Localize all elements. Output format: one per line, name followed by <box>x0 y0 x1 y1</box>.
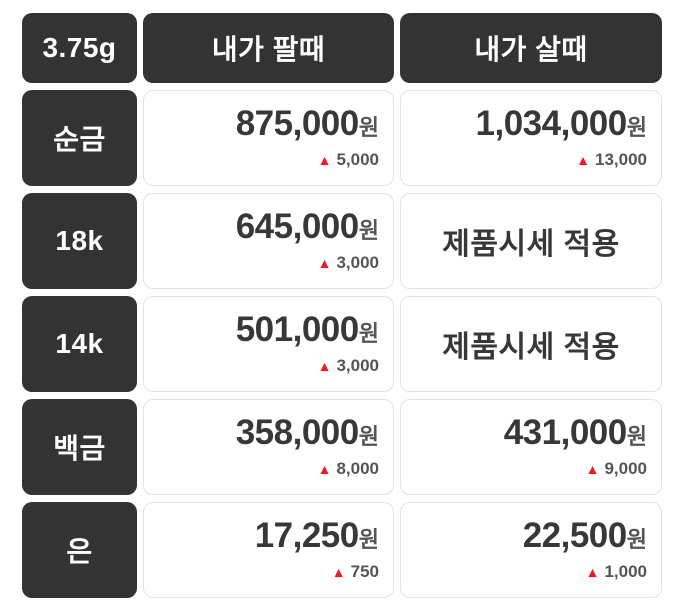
sell-price-cell-pure-gold: 875,000원 ▲ 5,000 <box>143 90 394 186</box>
sell-price-cell-18k: 645,000원 ▲ 3,000 <box>143 193 394 289</box>
price-value: 501,000 <box>235 310 360 350</box>
row-label-text: 백금 <box>53 433 106 464</box>
change-line: ▲ 9,000 <box>586 459 647 479</box>
change-line: ▲ 3,000 <box>318 253 379 273</box>
price-value: 22,500 <box>522 516 628 556</box>
price-line: 501,000원 <box>235 310 379 350</box>
price-line: 358,000원 <box>235 413 379 453</box>
buy-price-cell-pure-gold: 1,034,000원 ▲ 13,000 <box>400 90 662 186</box>
sell-price-cell-14k: 501,000원 ▲ 3,000 <box>143 296 394 392</box>
row-label-text: 은 <box>66 536 93 567</box>
sell-price-cell-silver: 17,250원 ▲ 750 <box>143 502 394 598</box>
change-value: 1,000 <box>604 561 647 581</box>
column-header-buy-label: 내가 살때 <box>474 34 588 65</box>
up-triangle-icon: ▲ <box>317 460 332 477</box>
unit-label: 3.75g <box>42 32 117 63</box>
currency-suffix: 원 <box>358 424 379 450</box>
change-value: 750 <box>350 561 379 581</box>
up-triangle-icon: ▲ <box>585 460 600 477</box>
price-value: 17,250 <box>254 516 360 556</box>
price-line: 645,000원 <box>235 207 379 247</box>
buy-price-cell-silver: 22,500원 ▲ 1,000 <box>400 502 662 598</box>
change-line: ▲ 13,000 <box>576 150 647 170</box>
column-header-sell: 내가 팔때 <box>143 13 394 83</box>
price-line: 1,034,000원 <box>475 104 647 144</box>
change-line: ▲ 5,000 <box>318 150 379 170</box>
change-value: 13,000 <box>595 149 647 169</box>
up-triangle-icon: ▲ <box>317 254 332 271</box>
price-value: 358,000 <box>235 413 360 453</box>
up-triangle-icon: ▲ <box>576 151 590 168</box>
change-value: 3,000 <box>336 252 379 272</box>
row-label-platinum: 백금 <box>22 399 137 495</box>
change-value: 8,000 <box>336 458 379 478</box>
currency-suffix: 원 <box>626 527 647 553</box>
column-header-buy: 내가 살때 <box>400 13 662 83</box>
row-label-text: 18k <box>55 225 104 256</box>
change-value: 3,000 <box>336 355 379 375</box>
up-triangle-icon: ▲ <box>317 151 332 168</box>
notice-text: 제품시세 적용 <box>442 228 620 261</box>
up-triangle-icon: ▲ <box>317 357 332 374</box>
price-value: 431,000 <box>503 413 628 453</box>
row-label-text: 순금 <box>53 124 106 155</box>
up-triangle-icon: ▲ <box>585 563 600 580</box>
currency-suffix: 원 <box>626 424 647 450</box>
change-line: ▲ 750 <box>332 562 379 582</box>
column-header-sell-label: 내가 팔때 <box>211 34 326 65</box>
price-line: 17,250원 <box>254 516 379 556</box>
change-value: 9,000 <box>604 458 647 478</box>
change-value: 5,000 <box>336 149 379 169</box>
currency-suffix: 원 <box>626 115 647 141</box>
change-line: ▲ 1,000 <box>586 562 647 582</box>
row-label-text: 14k <box>55 328 104 359</box>
change-line: ▲ 8,000 <box>318 459 379 479</box>
price-value: 645,000 <box>235 207 360 247</box>
currency-suffix: 원 <box>358 218 379 244</box>
currency-suffix: 원 <box>358 321 379 347</box>
buy-notice-cell-18k: 제품시세 적용 <box>400 193 662 289</box>
currency-suffix: 원 <box>358 527 379 553</box>
price-line: 431,000원 <box>503 413 647 453</box>
notice-text: 제품시세 적용 <box>442 331 620 364</box>
buy-notice-cell-14k: 제품시세 적용 <box>400 296 662 392</box>
buy-price-cell-platinum: 431,000원 ▲ 9,000 <box>400 399 662 495</box>
row-label-14k: 14k <box>22 296 137 392</box>
up-triangle-icon: ▲ <box>331 563 346 580</box>
unit-header-cell: 3.75g <box>22 13 137 83</box>
row-label-pure-gold: 순금 <box>22 90 137 186</box>
sell-price-cell-platinum: 358,000원 ▲ 8,000 <box>143 399 394 495</box>
price-value: 875,000 <box>235 104 360 144</box>
price-line: 875,000원 <box>235 104 379 144</box>
change-line: ▲ 3,000 <box>318 356 379 376</box>
price-value: 1,034,000 <box>475 104 628 144</box>
currency-suffix: 원 <box>358 115 379 141</box>
row-label-18k: 18k <box>22 193 137 289</box>
price-line: 22,500원 <box>522 516 647 556</box>
row-label-silver: 은 <box>22 502 137 598</box>
